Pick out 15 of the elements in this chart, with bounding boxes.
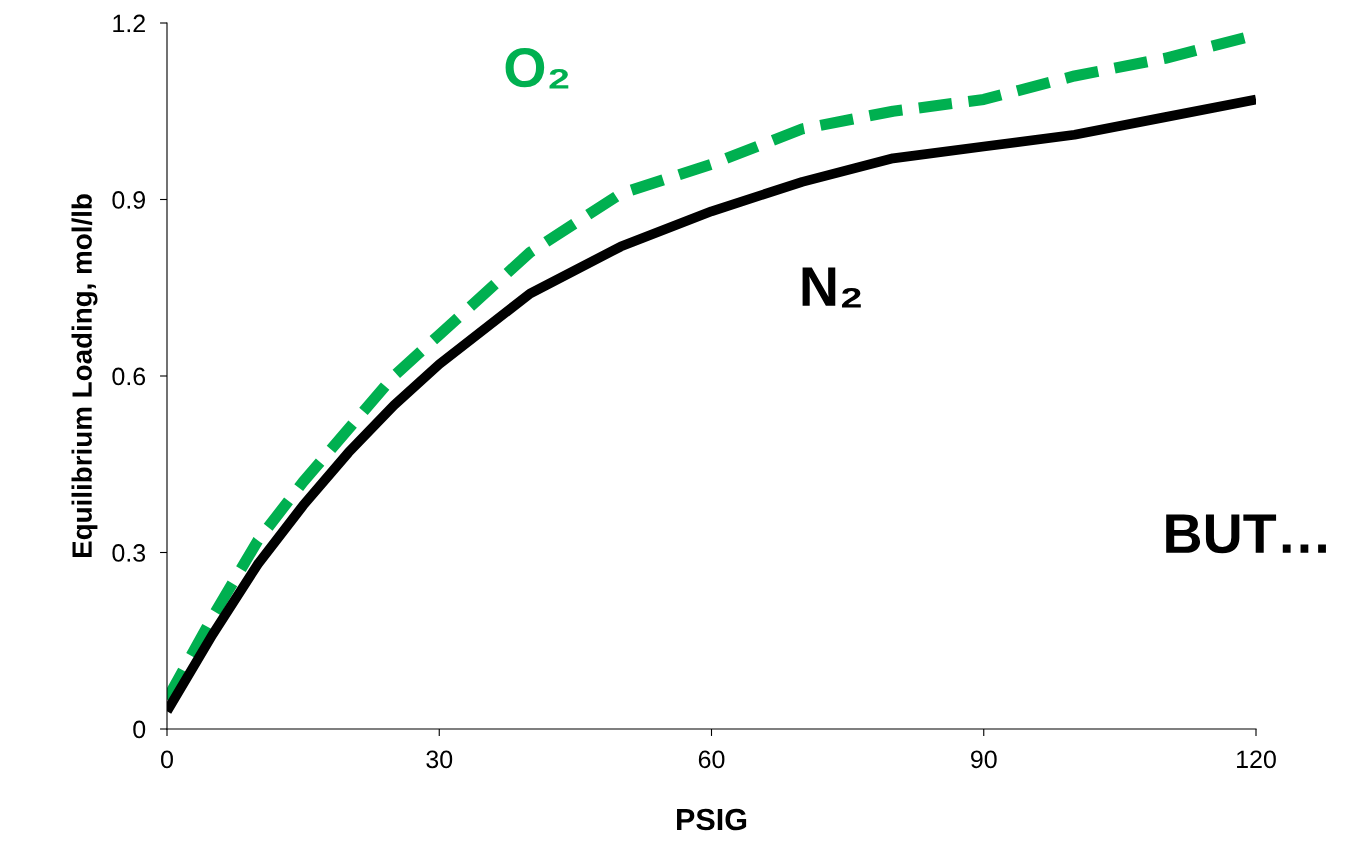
x-axis-title: PSIG [677,808,747,831]
y-axis-title: Equilibrium Loading, mol/lb [71,194,98,557]
x-tick-label: 90 [971,750,997,769]
y-tick-label: 1.2 [113,14,145,33]
y-tick-label: 0.6 [112,367,146,386]
x-tick-label: 60 [698,750,725,769]
x-tick-label: 120 [1237,750,1276,769]
x-tick-label: 30 [426,750,453,769]
annotation: BUT… [1166,514,1326,554]
y-tick-label: 0.3 [112,544,146,562]
x-tick-label: 0 [161,750,173,769]
y-tick-label: 0 [133,720,146,739]
text: O₂ [505,47,569,89]
y-tick-label: 0.9 [112,191,145,209]
series-label: N₂ [802,267,861,308]
